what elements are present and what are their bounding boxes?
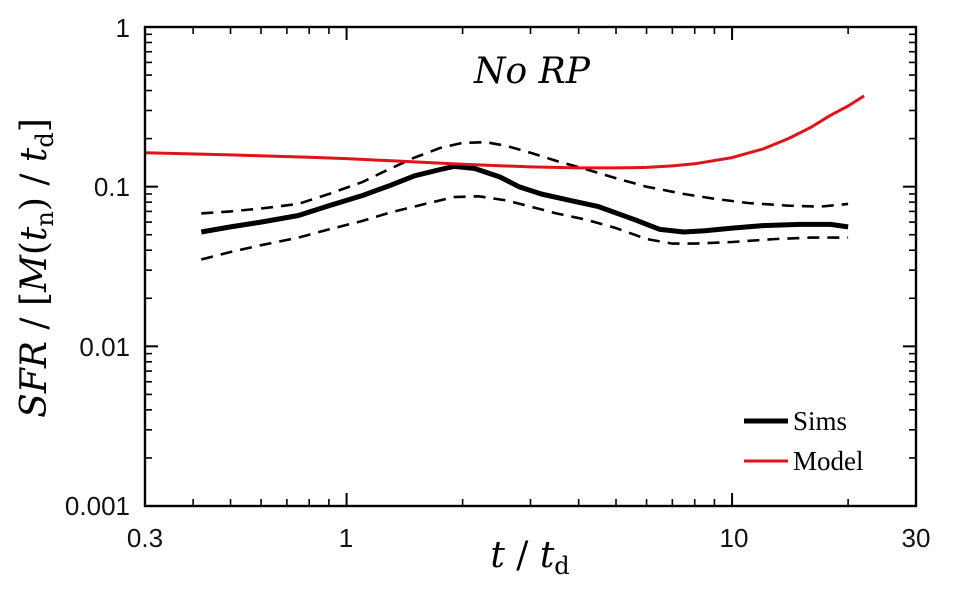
legend-sims-label: Sims <box>793 406 847 436</box>
series-line-model <box>144 94 865 170</box>
x-tick-label-2: 10 <box>720 523 749 553</box>
y-axis-label: SFR / [M(tn) / td] <box>14 118 59 418</box>
legend-model-label: Model <box>793 446 864 476</box>
series-layer <box>144 94 865 261</box>
y-tick-label-1: 0.01 <box>79 332 130 362</box>
legend: Sims Model <box>744 406 864 476</box>
major-ticks <box>145 27 916 506</box>
x-tick-label-1: 1 <box>339 523 353 553</box>
series-line-sims <box>200 163 849 235</box>
y-tick-label-0: 0.001 <box>65 491 130 521</box>
x-tick-label-0: 0.3 <box>127 523 163 553</box>
x-tick-label-3: 30 <box>902 523 931 553</box>
series-line-sims-lower <box>200 195 849 261</box>
chart-title: No RP <box>473 51 591 92</box>
series-line-sims-upper <box>201 140 849 215</box>
x-axis-label: t / td <box>490 535 569 580</box>
y-tick-label-3: 1 <box>116 13 130 43</box>
y-tick-label-2: 0.1 <box>94 172 130 202</box>
plot-frame <box>143 25 918 508</box>
